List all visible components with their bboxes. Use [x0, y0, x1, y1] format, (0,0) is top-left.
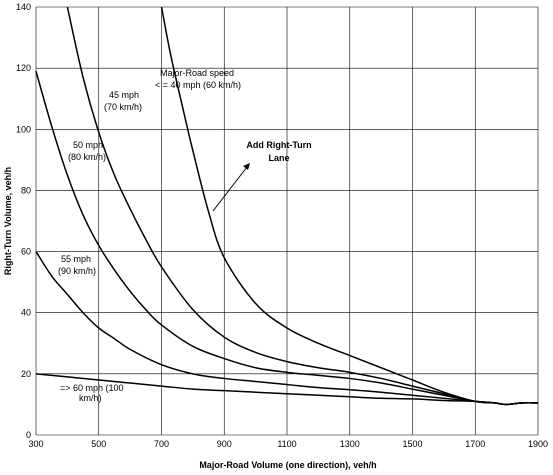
x-tick-label: 1700: [465, 439, 485, 449]
y-tick-label: 140: [16, 2, 31, 12]
label-45mph-line2: (70 km/h): [104, 102, 142, 112]
gridlines: [35, 6, 539, 436]
y-tick-label: 0: [26, 430, 31, 440]
x-tick-label: 900: [217, 439, 232, 449]
x-tick-label: 1900: [528, 439, 548, 449]
label-60mph-line2: km/h): [79, 393, 102, 403]
x-tick-label: 300: [28, 439, 43, 449]
x-axis-title: Major-Road Volume (one direction), veh/h: [199, 460, 376, 470]
label-55mph-line1: 55 mph: [61, 254, 91, 264]
x-tick-label: 1100: [277, 439, 296, 449]
add-lane-label-line1: Add Right-Turn: [246, 140, 311, 150]
series-line-4: [35, 373, 539, 406]
y-tick-label: 40: [21, 308, 31, 318]
label-40mph-line1: Major-Road speed: [160, 68, 234, 78]
label-40mph-line2: < = 40 mph (60 km/h): [155, 80, 241, 90]
x-tick-label: 1500: [402, 439, 422, 449]
x-tick-label: 700: [154, 439, 169, 449]
x-tick-label: 500: [91, 439, 106, 449]
add-lane-arrow-head: [243, 163, 250, 170]
y-axis-title: Right-Turn Volume, veh/h: [3, 167, 13, 275]
label-50mph-line1: 50 mph: [73, 140, 103, 150]
y-tick-labels: 0 20 40 60 80 100 120 140: [16, 2, 31, 440]
add-lane-label-line2: Lane: [268, 153, 289, 163]
y-tick-label: 60: [21, 247, 31, 257]
label-60mph-line1: => 60 mph (100: [60, 383, 124, 393]
label-55mph-line2: (90 km/h): [58, 266, 96, 276]
label-50mph-line2: (80 km/h): [68, 152, 106, 162]
y-tick-label: 120: [16, 63, 31, 73]
series-line-1: [66, 6, 539, 406]
add-lane-arrow-shaft: [212, 166, 248, 212]
y-tick-label: 80: [21, 185, 31, 195]
y-tick-label: 100: [16, 124, 31, 134]
x-tick-label: 1300: [340, 439, 360, 449]
label-45mph-line1: 45 mph: [109, 90, 139, 100]
y-tick-label: 20: [21, 369, 31, 379]
x-tick-labels: 300 500 700 900 1100 1300 1500 1700 1900: [28, 439, 548, 449]
series-curves: [35, 6, 539, 406]
